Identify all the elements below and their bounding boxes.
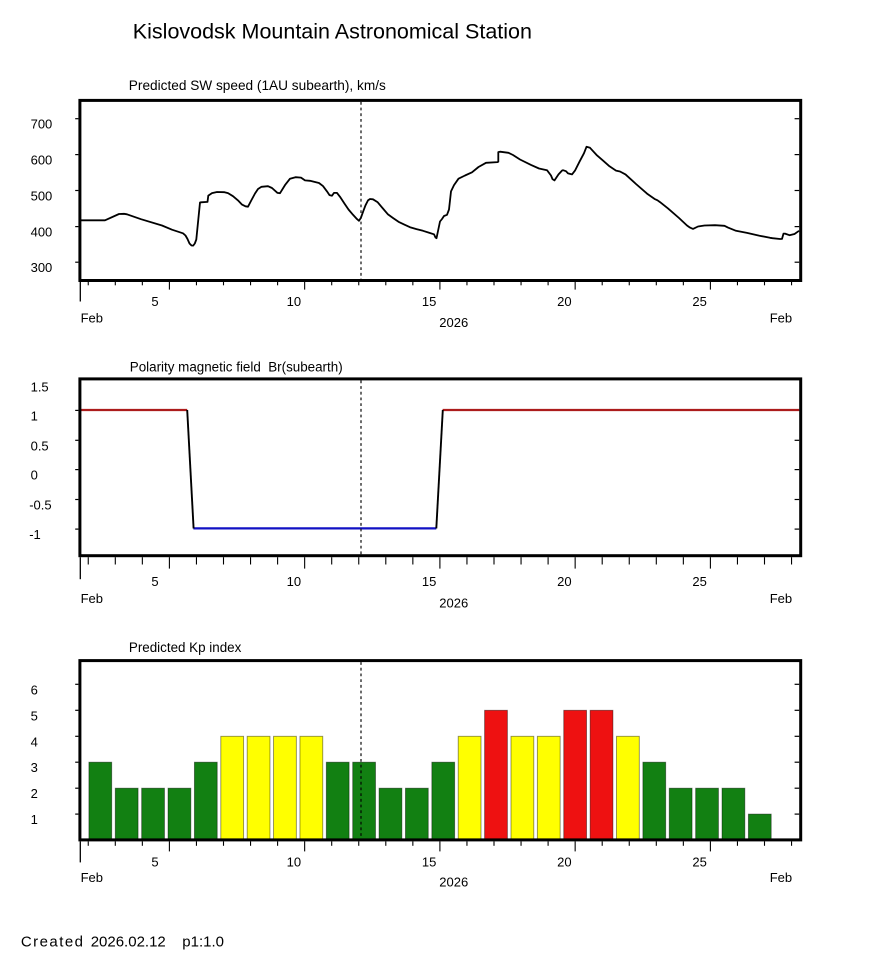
svg-text:-1: -1: [29, 527, 41, 542]
svg-text:15: 15: [422, 574, 436, 589]
svg-text:Feb: Feb: [81, 870, 103, 885]
svg-text:Feb: Feb: [770, 310, 792, 325]
svg-text:p1:1.0: p1:1.0: [182, 934, 224, 951]
svg-text:Feb: Feb: [81, 310, 103, 325]
svg-text:10: 10: [287, 574, 301, 589]
svg-text:25: 25: [692, 574, 706, 589]
svg-text:0.5: 0.5: [31, 438, 49, 453]
svg-text:10: 10: [287, 854, 301, 869]
svg-text:Created: Created: [21, 934, 85, 951]
svg-text:20: 20: [557, 854, 571, 869]
svg-text:5: 5: [151, 574, 158, 589]
svg-text:-0.5: -0.5: [29, 498, 51, 513]
svg-text:Feb: Feb: [81, 591, 103, 606]
svg-text:4: 4: [31, 734, 38, 749]
svg-text:2026.02.12: 2026.02.12: [91, 934, 166, 951]
svg-text:Feb: Feb: [770, 870, 792, 885]
svg-text:Polarity magnetic field Br(su: Polarity magnetic field Br(subearth): [130, 360, 343, 375]
svg-text:Predicted Kp index: Predicted Kp index: [129, 640, 242, 655]
svg-text:3: 3: [31, 760, 38, 775]
svg-text:300: 300: [31, 260, 53, 275]
svg-text:20: 20: [557, 294, 571, 309]
svg-text:1: 1: [31, 408, 38, 423]
svg-text:2026: 2026: [439, 596, 468, 611]
svg-text:25: 25: [692, 294, 706, 309]
svg-text:1: 1: [31, 812, 38, 827]
svg-text:2026: 2026: [439, 315, 468, 330]
svg-text:5: 5: [151, 854, 158, 869]
svg-text:5: 5: [151, 294, 158, 309]
svg-text:400: 400: [31, 225, 53, 240]
svg-text:700: 700: [31, 117, 53, 132]
svg-text:Predicted SW speed (1AU subear: Predicted SW speed (1AU subearth), km/s: [129, 78, 386, 93]
svg-text:6: 6: [31, 682, 38, 697]
svg-text:1.5: 1.5: [31, 379, 49, 394]
svg-text:Feb: Feb: [770, 591, 792, 606]
svg-text:5: 5: [31, 708, 38, 723]
svg-text:15: 15: [422, 294, 436, 309]
svg-text:Kislovodsk Mountain Astronomic: Kislovodsk Mountain Astronomical Station: [133, 19, 532, 43]
svg-text:15: 15: [422, 854, 436, 869]
svg-text:2026: 2026: [439, 874, 468, 889]
svg-text:10: 10: [287, 294, 301, 309]
svg-text:500: 500: [31, 188, 53, 203]
svg-text:0: 0: [31, 468, 38, 483]
svg-text:20: 20: [557, 574, 571, 589]
svg-text:600: 600: [31, 153, 53, 168]
svg-text:2: 2: [31, 786, 38, 801]
svg-text:25: 25: [692, 854, 706, 869]
